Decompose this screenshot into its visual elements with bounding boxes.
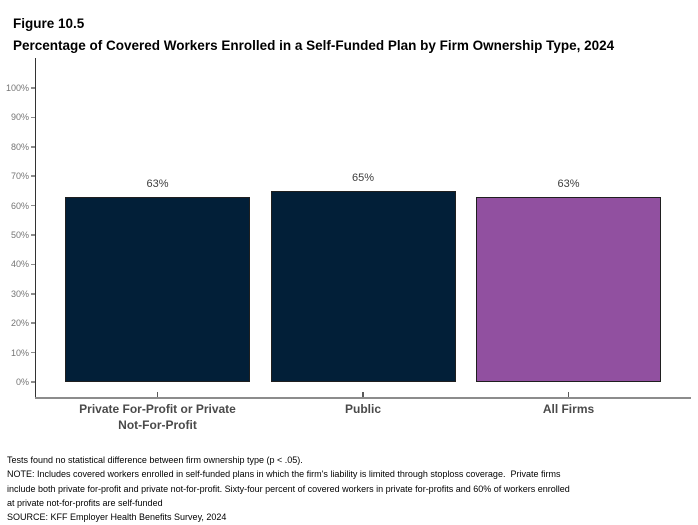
footnote-note-line3: at private not-for-profits are self-fund… bbox=[7, 497, 163, 508]
y-tick-label: 10% bbox=[10, 347, 29, 358]
y-tick-label: 100% bbox=[5, 83, 29, 93]
footnote-note-line2: include both private for-profit and priv… bbox=[7, 483, 570, 494]
y-tick-mark bbox=[30, 322, 35, 324]
x-category-label: Public bbox=[344, 402, 381, 416]
bar-value-label: 63% bbox=[557, 177, 580, 190]
y-tick-label: 0% bbox=[15, 377, 29, 387]
x-tick-mark bbox=[567, 392, 570, 397]
y-tick-label: 80% bbox=[10, 141, 29, 152]
y-axis-line bbox=[34, 58, 37, 399]
y-tick-mark bbox=[30, 146, 35, 148]
y-tick-label: 30% bbox=[10, 288, 29, 299]
x-tick-mark bbox=[156, 392, 159, 397]
y-tick-label: 70% bbox=[10, 171, 29, 182]
y-tick-label: 20% bbox=[10, 318, 29, 329]
y-tick-mark bbox=[30, 204, 35, 207]
x-tick-mark bbox=[362, 392, 364, 397]
y-tick-label: 50% bbox=[10, 230, 29, 240]
y-tick-mark bbox=[30, 234, 35, 236]
x-axis-line bbox=[34, 396, 691, 399]
footnotes: Tests found no statistical difference be… bbox=[7, 453, 695, 524]
x-category-label: Private For-Profit or Private Not-For-Pr… bbox=[79, 402, 236, 432]
bar-2 bbox=[270, 190, 456, 382]
bar-1 bbox=[65, 196, 250, 382]
bar-3 bbox=[476, 196, 661, 382]
footnote-stat-test: Tests found no statistical difference be… bbox=[7, 455, 303, 465]
y-tick-mark bbox=[30, 116, 35, 119]
x-category-label: All Firms bbox=[542, 402, 595, 416]
y-tick-label: 60% bbox=[10, 200, 29, 211]
figure-label: Figure 10.5 bbox=[13, 16, 85, 31]
y-tick-label: 90% bbox=[10, 112, 29, 123]
y-tick-mark bbox=[30, 87, 35, 89]
bar-value-label: 63% bbox=[146, 177, 169, 190]
bar-value-label: 65% bbox=[351, 171, 375, 184]
y-tick-mark bbox=[30, 351, 35, 354]
y-tick-mark bbox=[30, 293, 35, 295]
y-tick-mark bbox=[30, 263, 35, 266]
y-tick-mark bbox=[30, 175, 35, 177]
footnote-note-line1: NOTE: Includes covered workers enrolled … bbox=[7, 469, 561, 480]
figure-title: Percentage of Covered Workers Enrolled i… bbox=[13, 38, 615, 53]
footnote-source: SOURCE: KFF Employer Health Benefits Sur… bbox=[7, 512, 227, 523]
y-tick-label: 40% bbox=[10, 259, 29, 270]
y-tick-mark bbox=[30, 381, 35, 383]
